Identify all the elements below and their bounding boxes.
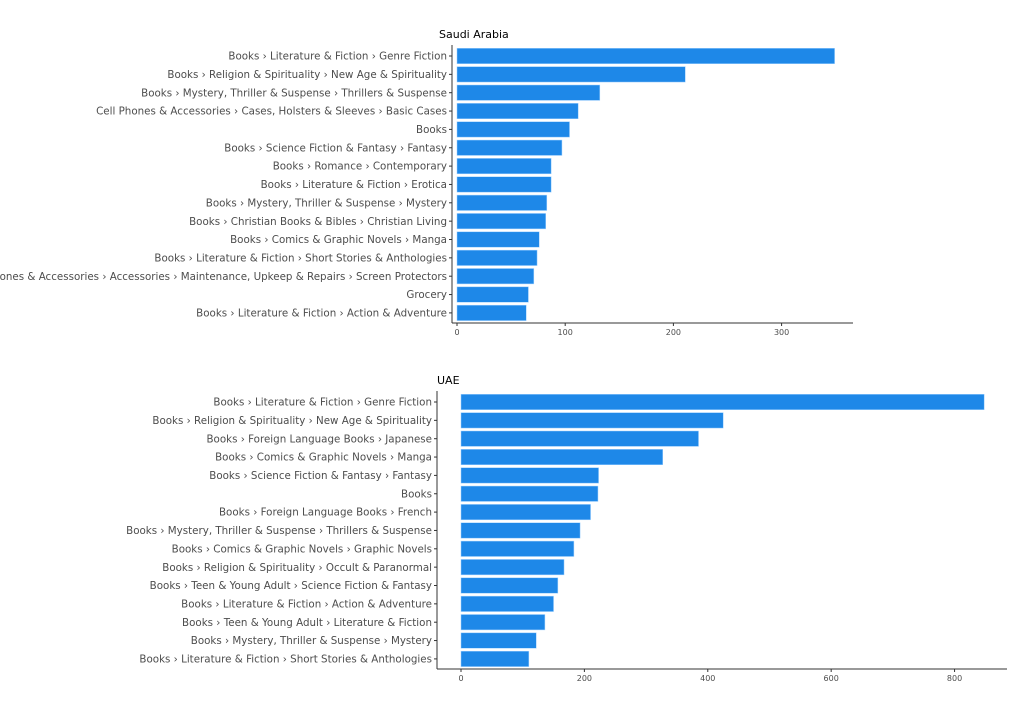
category-label: Books › Mystery, Thriller & Suspense › M…	[191, 635, 432, 647]
category-label: Books › Christian Books & Bibles › Chris…	[189, 216, 447, 228]
x-tick-label: 800	[947, 674, 962, 683]
panel-1: UAE Books › Literature & Fiction › Genre …	[126, 374, 1007, 683]
category-label: Books › Comics & Graphic Novels › Manga	[230, 234, 447, 246]
category-label: Books › Teen & Young Adult › Science Fic…	[150, 580, 432, 592]
bar	[460, 595, 554, 612]
bar	[456, 249, 538, 266]
bar	[460, 559, 565, 576]
x-tick-label: 100	[558, 328, 573, 337]
x-tick-label: 0	[458, 674, 463, 683]
bar	[456, 231, 540, 248]
category-label: Books › Literature & Fiction › Short Sto…	[139, 654, 432, 666]
category-label: Books › Foreign Language Books › Japanes…	[206, 433, 432, 445]
x-tick-label: 200	[577, 674, 592, 683]
category-label: Books › Religion & Spirituality › Occult…	[162, 562, 432, 574]
x-tick-label: 600	[824, 674, 839, 683]
category-label: Books › Religion & Spirituality › New Ag…	[152, 415, 432, 427]
bar	[456, 66, 686, 83]
bar	[460, 485, 599, 502]
x-tick-label: 400	[700, 674, 715, 683]
bar	[460, 467, 599, 484]
bar	[456, 194, 548, 211]
x-tick-label: 300	[774, 328, 789, 337]
category-label: Books › Mystery, Thriller & Suspense › T…	[126, 525, 432, 537]
category-label: Cell Phones & Accessories › Cases, Holst…	[96, 106, 447, 118]
category-label: Books › Literature & Fiction › Erotica	[261, 179, 447, 191]
chart-title: Saudi Arabia	[439, 28, 509, 41]
panel-0: Saudi Arabia Books › Literature & Fiction…	[0, 28, 853, 337]
category-label: Grocery	[406, 289, 447, 301]
category-label: Books › Comics & Graphic Novels › Manga	[215, 452, 432, 464]
bar	[460, 540, 575, 557]
bar	[460, 632, 537, 649]
category-label: Books › Literature & Fiction › Action & …	[196, 308, 447, 320]
bar	[460, 504, 591, 521]
category-label: Cell Phones & Accessories › Accessories …	[0, 271, 447, 283]
bar	[456, 304, 527, 321]
bar	[460, 650, 530, 667]
bar	[456, 48, 835, 64]
bar	[460, 614, 546, 631]
bar	[460, 394, 985, 410]
bar	[456, 139, 563, 156]
bar	[460, 430, 699, 447]
category-label: Books › Literature & Fiction › Genre Fic…	[228, 51, 447, 63]
category-label: Books	[416, 124, 447, 136]
bar	[456, 158, 552, 175]
category-label: Books › Literature & Fiction › Genre Fic…	[213, 397, 432, 409]
category-label: Books › Teen & Young Adult › Literature …	[182, 617, 432, 629]
bar	[460, 449, 663, 466]
category-label: Books › Literature & Fiction › Action & …	[181, 598, 432, 610]
bar	[460, 412, 724, 429]
bar	[460, 522, 581, 539]
bar	[456, 268, 535, 285]
category-label: Books › Mystery, Thriller & Suspense › M…	[206, 197, 447, 209]
category-label: Books › Religion & Spirituality › New Ag…	[167, 69, 447, 81]
category-label: Books › Literature & Fiction › Short Sto…	[154, 252, 447, 264]
bar	[456, 103, 579, 119]
category-label: Books › Comics & Graphic Novels › Graphi…	[172, 543, 432, 555]
category-label: Books › Romance › Contemporary	[273, 161, 447, 173]
chart-title: UAE	[437, 374, 460, 387]
category-label: Books	[401, 488, 432, 500]
bar	[456, 121, 570, 138]
bar	[456, 213, 546, 230]
bar	[456, 84, 601, 101]
category-label: Books › Foreign Language Books › French	[219, 507, 432, 519]
x-tick-label: 0	[454, 328, 459, 337]
bar	[456, 176, 552, 193]
category-label: Books › Mystery, Thriller & Suspense › T…	[141, 87, 447, 99]
bar	[460, 577, 559, 594]
category-label: Books › Science Fiction & Fantasy › Fant…	[209, 470, 432, 482]
bar	[456, 286, 529, 303]
category-label: Books › Science Fiction & Fantasy › Fant…	[224, 142, 447, 154]
x-tick-label: 200	[666, 328, 681, 337]
